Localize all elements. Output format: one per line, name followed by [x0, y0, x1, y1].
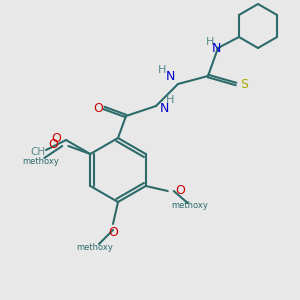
Text: O: O	[176, 184, 186, 197]
Text: O: O	[108, 226, 118, 238]
Text: H: H	[166, 95, 174, 105]
Text: methoxy: methoxy	[22, 157, 59, 166]
Text: O: O	[93, 101, 103, 115]
Text: H: H	[158, 65, 166, 75]
Text: N: N	[165, 70, 175, 83]
Text: O: O	[51, 131, 61, 145]
Text: H: H	[206, 37, 214, 47]
Text: O: O	[48, 139, 58, 152]
Text: CH: CH	[31, 147, 46, 157]
Text: methoxy: methoxy	[171, 202, 208, 211]
Text: S: S	[240, 77, 248, 91]
Text: N: N	[159, 101, 169, 115]
Text: N: N	[211, 41, 221, 55]
Text: methoxy: methoxy	[76, 242, 113, 251]
